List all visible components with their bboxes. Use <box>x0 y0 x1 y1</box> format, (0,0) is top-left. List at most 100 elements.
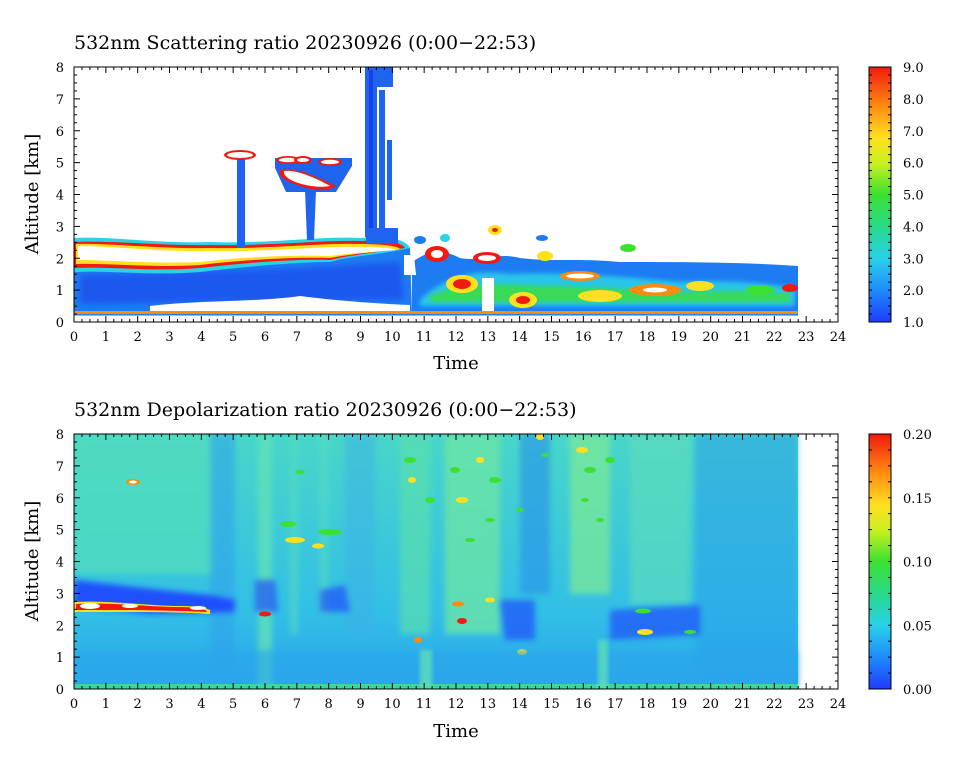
surface-layer <box>74 311 798 314</box>
colorbar-tick-label: 9.0 <box>903 61 924 76</box>
x-tick-label: 14 <box>511 697 528 712</box>
y-tick-label: 3 <box>56 220 64 235</box>
x-tick-label: 3 <box>165 330 173 345</box>
colorbar-gradient <box>868 66 892 323</box>
x-tick-label: 23 <box>798 330 815 345</box>
x-tick-label: 21 <box>734 330 751 345</box>
x-tick-label: 11 <box>416 697 433 712</box>
plot-area <box>74 67 838 322</box>
x-axis-label: Time <box>433 721 478 742</box>
x-tick-label: 7 <box>293 330 301 345</box>
y-tick-label: 0 <box>56 316 64 331</box>
y-tick-label: 3 <box>56 587 64 602</box>
x-tick-label: 13 <box>480 697 497 712</box>
cloud-column <box>237 158 245 248</box>
colorbar-tick-label: 0.00 <box>903 683 932 698</box>
x-tick-label: 15 <box>543 697 560 712</box>
x-tick-label: 1 <box>102 330 110 345</box>
colorbar-gradient <box>868 433 892 690</box>
x-tick-label: 24 <box>830 697 847 712</box>
cloud-column <box>305 190 316 240</box>
colorbar-tick-label: 4.0 <box>903 220 924 235</box>
colorbar: 1.0 2.0 3.0 4.0 5.0 6.0 7.0 8.0 9.0 <box>868 61 924 331</box>
y-tick-label: 6 <box>56 125 64 140</box>
x-tick-label: 16 <box>575 697 592 712</box>
y-tick-label: 1 <box>56 651 64 666</box>
y-tick-label: 6 <box>56 492 64 507</box>
x-tick-label: 7 <box>293 697 301 712</box>
y-tick-label: 8 <box>56 428 64 443</box>
high-depol-layer <box>74 597 696 655</box>
chart-title: 532nm Scattering ratio 20230926 (0:00−22… <box>74 32 536 54</box>
colorbar-tick-label: 0.20 <box>903 428 932 443</box>
colorbar-ticks: 1.0 2.0 3.0 4.0 5.0 6.0 7.0 8.0 9.0 <box>869 61 924 331</box>
y-tick-label: 2 <box>56 619 64 634</box>
x-tick-label: 8 <box>325 330 333 345</box>
x-tick-label: 17 <box>607 697 624 712</box>
y-tick-label: 0 <box>56 683 64 698</box>
colorbar-tick-label: 1.0 <box>903 316 924 331</box>
surface-depol <box>74 684 798 689</box>
y-tick-label: 1 <box>56 284 64 299</box>
colorbar-tick-label: 0.10 <box>903 556 932 571</box>
colorbar-tick-label: 0.05 <box>903 619 932 634</box>
low-cloud-deck <box>74 237 410 274</box>
depolarization-ratio-panel: 532nm Depolarization ratio 20230926 (0:0… <box>22 399 932 742</box>
x-tick-label: 22 <box>766 330 783 345</box>
x-tick-label: 15 <box>543 330 560 345</box>
x-tick-label: 12 <box>448 697 465 712</box>
x-tick-label: 13 <box>480 330 497 345</box>
x-tick-label: 17 <box>607 330 624 345</box>
y-tick-label: 4 <box>56 556 64 571</box>
x-tick-label: 5 <box>229 697 237 712</box>
streak-11h <box>420 650 432 689</box>
x-tick-label: 19 <box>671 697 688 712</box>
x-tick-label: 22 <box>766 697 783 712</box>
x-tick-label: 4 <box>197 697 205 712</box>
colorbar-tick-label: 5.0 <box>903 189 924 204</box>
x-tick-label: 23 <box>798 697 815 712</box>
x-tick-label: 16 <box>575 330 592 345</box>
plot-area <box>74 434 838 689</box>
x-tick-label: 4 <box>197 330 205 345</box>
x-tick-label: 14 <box>511 330 528 345</box>
x-tick-label: 10 <box>384 697 401 712</box>
y-axis-label: Altitude [km] <box>22 501 43 623</box>
upper-layer-texture <box>74 434 798 689</box>
colorbar-tick-label: 3.0 <box>903 252 924 267</box>
x-tick-label: 2 <box>134 697 142 712</box>
x-tick-label: 6 <box>261 697 269 712</box>
y-tick-label: 5 <box>56 524 64 539</box>
x-tick-label: 5 <box>229 330 237 345</box>
y-tick-label: 7 <box>56 93 64 108</box>
axes: 0 1 2 3 4 5 6 7 8 9 10 11 12 13 14 15 16 17 18 19 20 21 22 23 24… <box>56 428 847 712</box>
x-tick-label: 3 <box>165 697 173 712</box>
boundary-layer-inner <box>80 262 404 304</box>
x-tick-label: 8 <box>325 697 333 712</box>
x-tick-label: 9 <box>356 697 364 712</box>
y-tick-label: 8 <box>56 61 64 76</box>
x-tick-label: 20 <box>702 697 719 712</box>
y-tick-label: 2 <box>56 252 64 267</box>
cloud-base-low-depol <box>255 580 700 640</box>
colorbar-tick-label: 0.15 <box>903 492 932 507</box>
colorbar-tick-label: 7.0 <box>903 125 924 140</box>
colorbar-tick-label: 8.0 <box>903 93 924 108</box>
x-tick-label: 18 <box>639 697 656 712</box>
x-axis-label: Time <box>433 353 478 374</box>
colorbar-tick-label: 6.0 <box>903 157 924 172</box>
y-axis-label: Altitude [km] <box>22 134 43 256</box>
axes: 0 1 2 3 4 5 6 7 8 9 10 11 12 13 14 15 16 17 18 19 20 21 22 23 24… <box>56 61 847 345</box>
colorbar-tick-label: 2.0 <box>903 284 924 299</box>
x-tick-label: 12 <box>448 330 465 345</box>
aerosol-streaks <box>126 434 615 549</box>
x-tick-label: 6 <box>261 330 269 345</box>
colorbar: 0.00 0.05 0.10 0.15 0.20 <box>868 428 932 698</box>
x-tick-label: 20 <box>702 330 719 345</box>
colorbar-ticks: 0.00 0.05 0.10 0.15 0.20 <box>869 428 932 698</box>
x-tick-label: 19 <box>671 330 688 345</box>
x-tick-label: 10 <box>384 330 401 345</box>
mid-cloud <box>275 156 352 192</box>
x-tick-label: 24 <box>830 330 847 345</box>
